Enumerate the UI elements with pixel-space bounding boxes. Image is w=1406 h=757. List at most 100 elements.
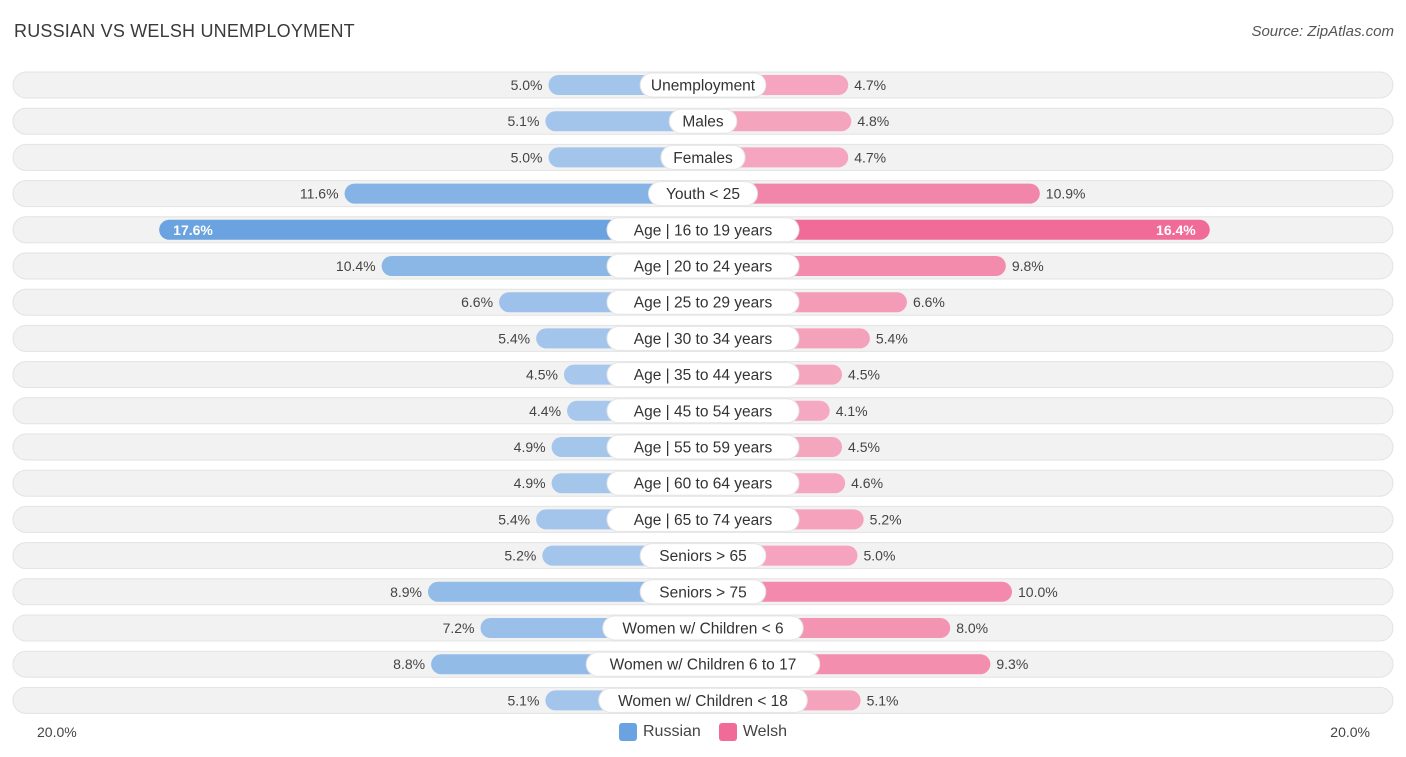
value-label-russian: 5.2% (504, 548, 536, 564)
chart-row: 5.4% 5.4% Age | 30 to 34 years (12, 324, 1394, 352)
legend-item-russian[interactable]: Russian (619, 723, 701, 741)
value-label-welsh: 5.1% (867, 692, 899, 708)
category-pill (606, 434, 800, 460)
bar-welsh[interactable] (703, 581, 1012, 602)
axis-left-label: 20.0% (37, 724, 77, 740)
chart-row: 5.1% 5.1% Women w/ Children < 18 (12, 686, 1394, 714)
value-label-welsh: 9.8% (1012, 258, 1044, 274)
category-pill (648, 181, 758, 207)
value-label-russian: 4.4% (529, 403, 561, 419)
value-label-russian: 10.4% (336, 258, 376, 274)
value-label-welsh: 9.3% (996, 656, 1028, 672)
category-label: Males (682, 114, 724, 131)
category-label: Age | 25 to 29 years (634, 295, 773, 312)
category-label: Women w/ Children 6 to 17 (610, 657, 797, 674)
value-label-welsh: 6.6% (913, 294, 945, 310)
category-label: Age | 55 to 59 years (634, 440, 773, 457)
chart-row: 5.1% 4.8% Males (12, 107, 1394, 135)
category-pill (598, 687, 808, 713)
category-label: Women w/ Children < 18 (618, 693, 788, 710)
value-label-welsh: 4.5% (848, 367, 880, 383)
category-label: Age | 65 to 74 years (634, 512, 773, 529)
category-pill (639, 543, 767, 569)
chart-row: 4.9% 4.5% Age | 55 to 59 years (12, 433, 1394, 461)
category-label: Seniors > 75 (659, 584, 746, 601)
category-pill (606, 362, 800, 388)
category-pill (602, 615, 804, 641)
category-pill (606, 470, 800, 496)
category-label: Age | 30 to 34 years (634, 331, 773, 348)
chart-row: 4.5% 4.5% Age | 35 to 44 years (12, 361, 1394, 389)
category-pill (668, 108, 738, 134)
category-pill (606, 253, 800, 279)
category-label: Females (673, 150, 733, 167)
value-label-welsh: 4.8% (857, 113, 889, 129)
category-pill (606, 325, 800, 351)
chart-row: 5.4% 5.2% Age | 65 to 74 years (12, 505, 1394, 533)
bar-welsh[interactable] (703, 111, 852, 132)
value-label-welsh: 5.2% (870, 511, 902, 527)
source-label: Source: ZipAtlas.com (1251, 23, 1394, 40)
category-pill (606, 398, 800, 424)
chart-row: 8.8% 9.3% Women w/ Children 6 to 17 (12, 650, 1394, 678)
chart-row: 11.6% 10.9% Youth < 25 (12, 180, 1394, 208)
value-label-welsh: 4.5% (848, 439, 880, 455)
category-pill (660, 144, 746, 170)
value-label-russian: 4.5% (526, 367, 558, 383)
legend-swatch-welsh (718, 723, 737, 741)
value-label-russian: 6.6% (461, 294, 493, 310)
value-label-welsh: 5.0% (864, 548, 896, 564)
value-label-welsh: 4.1% (836, 403, 868, 419)
bar-russian[interactable] (427, 581, 703, 602)
value-label-welsh: 4.7% (854, 77, 886, 93)
category-pill (585, 651, 821, 677)
value-label-welsh: 10.9% (1046, 186, 1086, 202)
bar-russian[interactable] (159, 219, 703, 240)
value-label-welsh: 4.7% (854, 149, 886, 165)
chart-row: 7.2% 8.0% Women w/ Children < 6 (12, 614, 1394, 642)
value-label-welsh: 4.6% (851, 475, 883, 491)
chart-row: 5.2% 5.0% Seniors > 65 (12, 542, 1394, 570)
category-label: Age | 35 to 44 years (634, 367, 773, 384)
value-label-russian: 5.1% (507, 692, 539, 708)
value-label-welsh: 8.0% (956, 620, 988, 636)
value-label-russian: 5.0% (511, 77, 543, 93)
value-label-russian: 5.0% (511, 149, 543, 165)
legend-swatch-russian (619, 723, 637, 741)
category-pill (639, 72, 767, 98)
value-label-russian: 5.4% (498, 330, 530, 346)
category-label: Age | 20 to 24 years (634, 259, 773, 276)
legend-label-welsh: Welsh (742, 723, 787, 740)
value-label-russian: 11.6% (300, 186, 339, 202)
value-label-welsh: 10.0% (1018, 584, 1058, 600)
category-label: Age | 60 to 64 years (634, 476, 773, 493)
bar-russian[interactable] (545, 111, 703, 132)
chart-row: 5.0% 4.7% Unemployment (12, 71, 1394, 99)
legend-item-welsh[interactable]: Welsh (718, 723, 787, 741)
bar-welsh[interactable] (703, 183, 1040, 204)
axis-right-label: 20.0% (1330, 724, 1370, 740)
bar-welsh[interactable] (703, 219, 1210, 240)
category-label: Women w/ Children < 6 (622, 621, 783, 638)
legend: Russian Welsh (0, 723, 1406, 741)
category-pill (639, 579, 767, 605)
chart-row: 4.4% 4.1% Age | 45 to 54 years (12, 397, 1394, 425)
chart-row: 5.0% 4.7% Females (12, 143, 1394, 171)
value-label-russian: 17.6% (173, 222, 213, 238)
category-pill (606, 506, 800, 532)
value-label-russian: 4.9% (514, 439, 546, 455)
category-label: Unemployment (651, 78, 756, 95)
value-label-russian: 5.4% (498, 511, 530, 527)
value-label-russian: 7.2% (443, 620, 475, 636)
value-label-russian: 8.8% (393, 656, 425, 672)
value-label-russian: 5.1% (507, 113, 539, 129)
value-label-russian: 8.9% (390, 584, 422, 600)
category-label: Seniors > 65 (659, 548, 746, 565)
bar-russian[interactable] (344, 183, 703, 204)
chart-row: 6.6% 6.6% Age | 25 to 29 years (12, 288, 1394, 316)
category-label: Youth < 25 (666, 186, 740, 203)
chart-row: 17.6% 16.4% Age | 16 to 19 years (12, 216, 1394, 244)
category-label: Age | 45 to 54 years (634, 403, 773, 420)
category-label: Age | 16 to 19 years (634, 222, 773, 239)
